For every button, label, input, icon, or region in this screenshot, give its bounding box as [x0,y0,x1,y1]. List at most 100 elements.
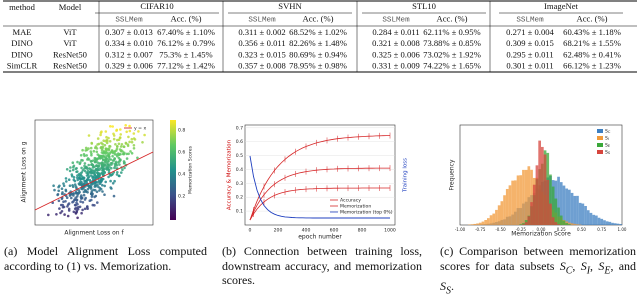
scatter-dot [120,171,123,174]
scatter-dot [104,181,107,184]
hist-bar [603,220,606,225]
scatter-dot [103,193,106,196]
scatter-dot [96,151,99,154]
cell: 75.3% ± 1.45% [159,49,212,59]
scatter-dot [76,177,79,180]
scatter-dot [95,175,98,178]
scatter-dot [70,197,73,200]
y-tick-label: 0.3 [236,181,243,187]
scatter-dot [113,138,116,141]
scatter-dot [101,172,104,175]
scatter-dot [95,195,98,198]
scatter-dot [65,189,68,192]
hist-bar [514,180,517,225]
cell: 62.48% ± 0.41% [563,49,621,59]
scatter-dot [58,207,61,210]
hist-bar [576,196,579,225]
scatter-dot [81,209,84,212]
scatter-dot [104,152,107,155]
scatter-dot [119,148,122,151]
scatter-dot [71,193,74,196]
scatter-dot [80,167,83,170]
scatter-dot [76,211,79,214]
scatter-dot [119,133,122,136]
subscript: I [608,137,609,141]
colorbar [170,120,176,220]
scatter-dot [116,139,119,142]
scatter-dot [102,158,105,161]
legend-swatch [597,150,603,154]
scatter-dot [71,184,74,187]
scatter-dot [131,152,134,155]
scatter-dot [80,159,83,162]
legend-label: Memorization (top 0%) [340,210,393,216]
scatter-dot [84,170,87,173]
scatter-dot [83,155,86,158]
scatter-dot [87,164,90,167]
scatter-dot [94,147,97,150]
hist-bar [503,195,506,225]
scatter-dot [76,170,79,173]
scatter-dot [68,178,71,181]
legend-swatch [597,136,603,140]
scatter-dot [98,172,101,175]
scatter-dot [79,161,82,164]
scatter-dot [126,157,129,160]
scatter-dot [101,184,104,187]
scatter-dot [84,208,87,211]
cell: 0.334 ± 0.010 [105,38,153,48]
group-header: CIFAR10 [140,1,173,11]
scatter-dot [95,157,98,160]
scatter-dot [89,179,92,182]
scatter-dot [120,145,123,148]
scatter-dot [83,194,86,197]
scatter-dot [129,130,132,133]
colorbar-tick: 0.4 [178,172,185,178]
cell: 0.271 ± 0.004 [506,27,554,37]
scatter-dot [100,181,103,184]
hist-bar [490,215,493,225]
math-symbol: SC [560,259,573,273]
scatter-dot [111,125,114,128]
y2-label: Training loss [403,158,409,193]
scatter-dot [61,191,64,194]
scatter-dot [94,181,97,184]
scatter-dot [107,152,110,155]
scatter-dot [111,173,114,176]
colorbar-tick: 0.8 [178,128,185,134]
cell: 0.331 ± 0.009 [372,61,420,71]
legend-label: SE [605,143,610,149]
subheader: SSLMem [382,17,410,25]
scatter-dot [84,149,87,152]
hist-bar [579,203,582,225]
cell: 0.284 ± 0.011 [372,27,419,37]
scatter-dot [111,149,114,152]
scatter-dot [98,143,101,146]
scatter-dot [81,197,84,200]
legend-label: Memorization [340,204,371,210]
scatter-dot [116,171,119,174]
hist-bar [541,147,544,225]
cell: 62.11% ± 0.95% [423,27,480,37]
scatter-dot [80,154,83,157]
hist-bar [611,223,614,225]
hist-bar [528,216,531,225]
scatter-dot [61,187,64,190]
hist-bar [598,218,601,225]
scatter-dot [73,211,76,214]
scatter-dot [113,195,116,198]
scatter-dot [75,185,78,188]
scatter-dot [87,188,90,191]
hist-bar [555,222,558,225]
scatter-dot [84,197,87,200]
scatter-dot [63,185,66,188]
hist-bar [573,196,576,225]
hist-bar [560,216,563,225]
x-label: epoch number [298,234,342,241]
scatter-dot [73,165,76,168]
separator: . [451,279,454,293]
scatter-dot [78,192,81,195]
scatter-dot [71,201,74,204]
scatter-dot [79,178,82,181]
x-tick-label: 0.50 [577,227,586,232]
